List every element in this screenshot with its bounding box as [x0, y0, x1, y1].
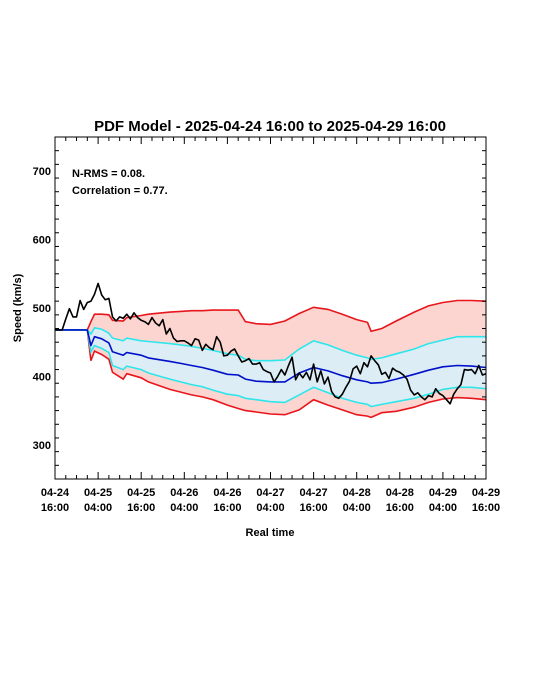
median-series-line	[55, 329, 487, 384]
y-tick-label: 700	[33, 166, 51, 178]
plot-area	[55, 282, 487, 419]
x-tick-label-time: 04:00	[429, 502, 457, 514]
x-tick-label-date: 04-25	[84, 487, 112, 499]
x-tick-label-time: 16:00	[213, 502, 241, 514]
y-tick-label: 500	[33, 303, 51, 315]
x-tick-label-time: 04:00	[170, 502, 198, 514]
axes: 300 400 500 600 700 04-24 16:00 04-25 04:00 04-25…	[33, 136, 500, 514]
x-tick-label-time: 16:00	[41, 502, 69, 514]
inner-band-upper-line	[55, 326, 486, 362]
inner-band-fill	[55, 327, 486, 407]
x-tick-label-time: 16:00	[300, 502, 328, 514]
x-tick-label-time: 04:00	[256, 502, 284, 514]
y-axis-title: Speed (km/s)	[12, 273, 24, 342]
outer-band-upper-line	[55, 299, 487, 333]
x-tick-label-date: 04-27	[256, 487, 284, 499]
x-axis-title: Real time	[246, 527, 295, 539]
y-tick-label: 600	[33, 235, 51, 247]
x-tick-label-time: 04:00	[84, 502, 112, 514]
x-tick-label-date: 04-28	[343, 487, 371, 499]
inner-band-lower-line	[55, 329, 487, 408]
x-tick-label-date: 04-29	[429, 487, 457, 499]
x-tick-label-time: 04:00	[343, 502, 371, 514]
x-tick-label-time: 16:00	[386, 502, 414, 514]
x-tick-label-date: 04-25	[127, 487, 155, 499]
x-tick-label-date: 04-26	[213, 487, 241, 499]
x-tick-label-time: 16:00	[472, 502, 500, 514]
outer-band-lower-line	[55, 329, 487, 419]
x-tick-label-time: 16:00	[127, 502, 155, 514]
chart-title: PDF Model - 2025-04-24 16:00 to 2025-04-…	[94, 118, 446, 135]
x-tick-label-date: 04-29	[472, 487, 500, 499]
observed-series-line	[55, 282, 487, 405]
x-tick-label-date: 04-26	[170, 487, 198, 499]
x-tick-label-date: 04-27	[300, 487, 328, 499]
nrms-annotation: N-RMS = 0.08.	[72, 168, 145, 180]
x-tick-label-date: 04-24	[41, 487, 70, 499]
x-tick-label-date: 04-28	[386, 487, 414, 499]
y-tick-label: 400	[33, 371, 51, 383]
y-tick-label: 300	[33, 440, 51, 452]
correlation-annotation: Correlation = 0.77.	[72, 185, 168, 197]
